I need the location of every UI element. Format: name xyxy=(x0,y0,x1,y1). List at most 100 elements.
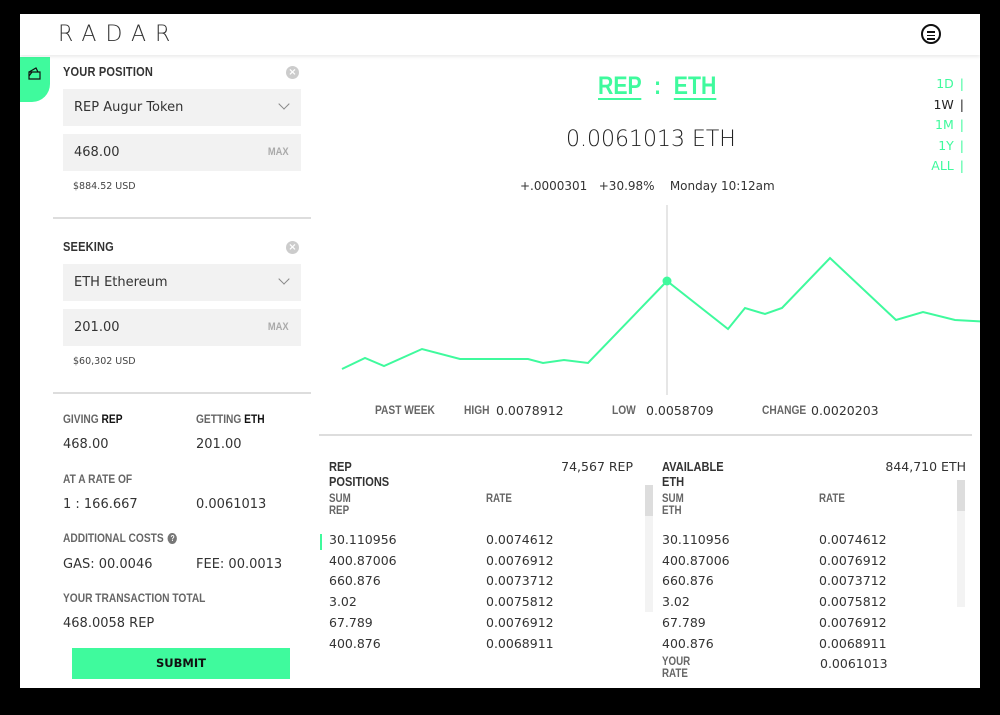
divider xyxy=(53,217,311,219)
chevron-down-icon xyxy=(278,98,290,110)
wallet-tab[interactable] xyxy=(20,57,50,102)
your-position-title: YOUR POSITION xyxy=(63,64,154,79)
cell-sum: 660.876 xyxy=(662,573,714,589)
cell-sum: 67.789 xyxy=(329,614,373,630)
cell-sum: 400.876 xyxy=(662,635,714,651)
seeking-amount-input[interactable]: 201.00 MAX xyxy=(63,309,301,346)
cell-rate: 0.0073712 xyxy=(486,573,554,589)
table-row[interactable]: 3.02 0.0075812 xyxy=(329,594,629,615)
fee-cost: FEE: 00.0013 xyxy=(196,557,283,572)
available-eth-title: AVAILABLE ETH xyxy=(662,459,724,489)
scrollbar-thumb[interactable] xyxy=(645,485,653,516)
scrollbar-thumb[interactable] xyxy=(957,480,965,511)
table-row[interactable]: 660.876 0.0073712 xyxy=(662,573,962,594)
rep-positions-total: 74,567 REP xyxy=(561,459,633,474)
time-range-selector: 1D | 1W | 1M | 1Y | ALL | xyxy=(931,74,964,177)
table-row[interactable]: 30.110956 0.0074612 xyxy=(662,532,962,553)
order-form: YOUR POSITION × REP Augur Token 468.00 M… xyxy=(53,55,311,688)
cell-sum: 67.789 xyxy=(662,614,706,630)
cell-rate: 0.0076912 xyxy=(486,552,554,568)
transaction-total-value: 468.0058 REP xyxy=(63,616,155,631)
price-change: +.0000301 +30.98% Monday 10:12am xyxy=(520,179,775,193)
position-amount-input[interactable]: 468.00 MAX xyxy=(63,134,301,171)
giving-value: 468.00 xyxy=(63,437,109,452)
cell-sum: 3.02 xyxy=(662,594,690,610)
position-token-value: REP Augur Token xyxy=(74,100,184,115)
pair-separator: : xyxy=(654,72,662,100)
position-token-select[interactable]: REP Augur Token xyxy=(63,89,301,126)
table-row[interactable]: 400.876 0.0068911 xyxy=(662,636,962,657)
your-rate-value: 0.0061013 xyxy=(820,656,888,671)
getting-label: GETTING ETH xyxy=(196,412,265,426)
available-eth-scrollbar[interactable] xyxy=(957,480,965,607)
available-eth-total: 844,710 ETH xyxy=(885,459,966,474)
rep-positions-scrollbar[interactable] xyxy=(645,485,653,612)
range-all[interactable]: ALL | xyxy=(931,158,964,173)
cell-rate: 0.0074612 xyxy=(486,532,554,547)
table-row[interactable]: 3.02 0.0075812 xyxy=(662,594,962,615)
rep-positions-title: REP POSITIONS xyxy=(329,459,390,489)
period-label: PAST WEEK xyxy=(375,403,435,417)
cell-rate: 0.0068911 xyxy=(819,635,887,651)
range-1w[interactable]: 1W | xyxy=(933,96,964,112)
col-sum-rep: SUM REP xyxy=(329,493,351,517)
cell-rate: 0.0068911 xyxy=(486,635,554,651)
cell-rate: 0.0074612 xyxy=(819,532,887,547)
table-row[interactable]: 660.876 0.0073712 xyxy=(329,573,629,594)
table-row[interactable]: 400.876 0.0068911 xyxy=(329,636,629,657)
low-value: 0.0058709 xyxy=(646,403,714,418)
cell-rate: 0.0076912 xyxy=(819,552,887,568)
selected-row-marker xyxy=(320,534,322,550)
table-row[interactable]: 30.110956 0.0074612 xyxy=(320,532,629,553)
chart-highlight-dot[interactable] xyxy=(662,276,672,286)
cell-sum: 400.876 xyxy=(329,635,381,651)
change-value: 0.0020203 xyxy=(811,403,879,418)
hamburger-menu-icon[interactable] xyxy=(921,24,941,44)
cell-rate: 0.0073712 xyxy=(819,573,887,589)
cell-sum: 3.02 xyxy=(329,594,357,610)
divider xyxy=(53,392,311,394)
high-label: HIGH xyxy=(464,403,490,417)
seeking-token-select[interactable]: ETH Ethereum xyxy=(63,264,301,301)
cell-sum: 400.87006 xyxy=(662,552,730,568)
gas-cost: GAS: 00.0046 xyxy=(63,557,153,572)
position-amount-value: 468.00 xyxy=(74,145,120,160)
col-rate: RATE xyxy=(819,493,845,505)
cell-rate: 0.0075812 xyxy=(819,594,887,610)
getting-token: ETH xyxy=(244,412,265,426)
high-value: 0.0078912 xyxy=(496,403,564,418)
table-row[interactable]: 400.87006 0.0076912 xyxy=(329,553,629,574)
getting-value: 201.00 xyxy=(196,437,242,452)
change-label: CHANGE xyxy=(762,403,807,417)
base-token-link[interactable]: REP xyxy=(598,72,642,100)
cell-rate: 0.0076912 xyxy=(486,614,554,630)
range-1m[interactable]: 1M | xyxy=(935,117,964,132)
help-icon[interactable]: ? xyxy=(167,533,178,544)
current-price: 0.0061013 ETH xyxy=(566,127,736,152)
col-rate: RATE xyxy=(486,493,512,505)
position-max-button[interactable]: MAX xyxy=(267,146,289,158)
range-1y[interactable]: 1Y | xyxy=(938,137,964,153)
wallet-icon xyxy=(28,67,41,80)
table-row[interactable]: 400.87006 0.0076912 xyxy=(662,553,962,574)
clear-position-icon[interactable]: × xyxy=(286,66,299,79)
top-bar: RADAR xyxy=(20,14,980,55)
quote-token-link[interactable]: ETH xyxy=(673,72,717,100)
rate-value: 0.0061013 xyxy=(196,497,267,512)
seeking-token-value: ETH Ethereum xyxy=(74,275,168,290)
low-label: LOW xyxy=(612,403,636,417)
cell-rate: 0.0075812 xyxy=(486,594,554,610)
clear-seeking-icon[interactable]: × xyxy=(286,241,299,254)
position-usd-value: $884.52 USD xyxy=(73,181,136,192)
divider xyxy=(319,434,972,436)
range-1d[interactable]: 1D | xyxy=(936,76,964,91)
table-row[interactable]: 67.789 0.0076912 xyxy=(662,615,962,636)
seeking-max-button[interactable]: MAX xyxy=(267,321,289,333)
app-logo: RADAR xyxy=(58,22,180,47)
price-chart[interactable] xyxy=(320,200,980,400)
table-row[interactable]: 67.789 0.0076912 xyxy=(329,615,629,636)
giving-label: GIVING REP xyxy=(63,412,123,426)
app-window: RADAR YOUR POSITION × REP Augur Token 46… xyxy=(20,14,980,688)
submit-button[interactable]: SUBMIT xyxy=(72,648,290,679)
price-line xyxy=(341,256,980,370)
